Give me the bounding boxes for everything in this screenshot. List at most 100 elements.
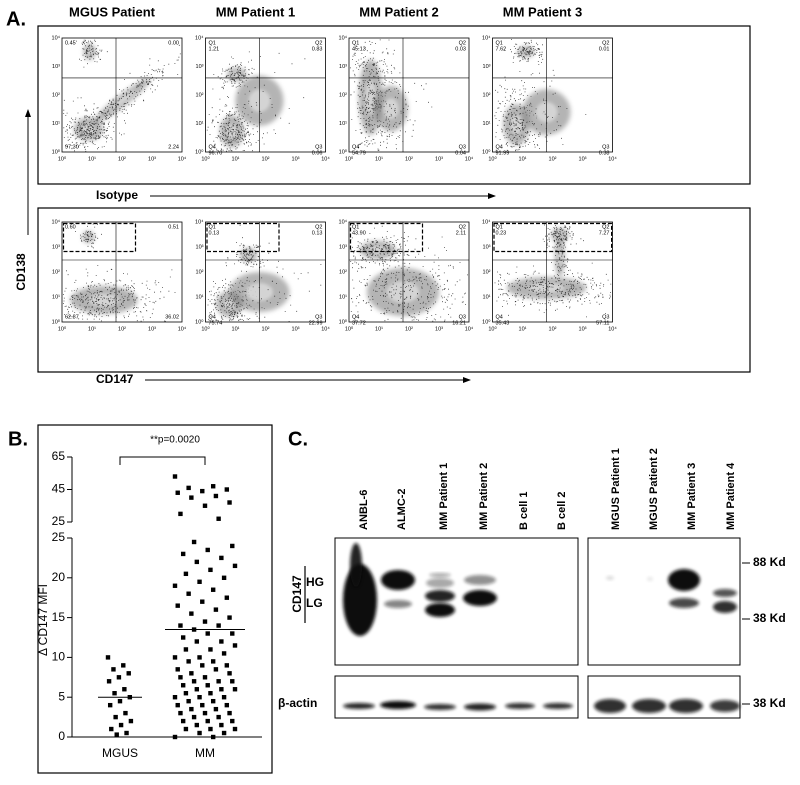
data-point bbox=[213, 667, 219, 672]
quadrant-label: Q1 bbox=[209, 224, 216, 230]
data-point bbox=[232, 643, 238, 648]
data-point bbox=[210, 587, 216, 592]
y-tick-label: 10 bbox=[52, 650, 66, 664]
data-point bbox=[224, 663, 230, 668]
x-axis-label: CD147 bbox=[96, 372, 134, 386]
density-core bbox=[86, 48, 93, 56]
y-tick-label: 10⁰ bbox=[52, 148, 61, 155]
data-point bbox=[189, 671, 194, 676]
event-dots bbox=[546, 227, 569, 304]
significance-bracket bbox=[119, 456, 206, 465]
data-point bbox=[232, 687, 238, 692]
data-point bbox=[205, 631, 210, 636]
gate bbox=[349, 222, 424, 253]
data-point bbox=[189, 495, 194, 500]
x-tick-label: 10¹ bbox=[519, 156, 527, 162]
data-point bbox=[213, 493, 219, 499]
data-point bbox=[227, 671, 232, 676]
x-tick-label: 10³ bbox=[292, 156, 300, 162]
y-tick-label: 0 bbox=[58, 729, 65, 743]
x-tick-label: 10³ bbox=[148, 156, 156, 162]
lane-label: B cell 1 bbox=[518, 491, 530, 530]
quadrant-label: Q4 bbox=[209, 314, 216, 320]
x-tick-label: MGUS bbox=[102, 746, 138, 760]
data-point bbox=[208, 691, 213, 696]
y-tick-label: 10¹ bbox=[196, 121, 204, 127]
y-tick-label: 10² bbox=[52, 269, 60, 275]
event-dots bbox=[225, 237, 270, 272]
band bbox=[594, 699, 626, 713]
quadrant-value: 37.72 bbox=[352, 320, 366, 326]
band bbox=[350, 543, 362, 587]
quadrant-label: Q4 bbox=[209, 144, 216, 150]
quadrant-label: Q2 bbox=[459, 40, 466, 46]
data-point bbox=[208, 726, 213, 732]
data-point bbox=[194, 687, 200, 692]
data-point bbox=[191, 714, 197, 720]
data-point bbox=[202, 710, 208, 716]
band bbox=[606, 576, 614, 580]
data-point bbox=[123, 710, 128, 716]
data-point bbox=[116, 675, 122, 680]
gate bbox=[493, 222, 613, 253]
x-tick-label: 10¹ bbox=[88, 326, 96, 332]
x-tick-label: 10² bbox=[405, 156, 413, 162]
band-label: LG bbox=[306, 596, 323, 610]
y-tick-label: 10¹ bbox=[339, 121, 347, 127]
x-tick-label: 10⁴ bbox=[465, 155, 474, 162]
y-tick-label: 45 bbox=[52, 482, 66, 496]
data-point bbox=[172, 474, 178, 479]
size-marker: 38 Kd bbox=[753, 611, 786, 625]
blot-frame bbox=[334, 675, 579, 719]
y-tick-label: 10⁴ bbox=[482, 34, 491, 41]
y-tick-label: 10³ bbox=[52, 244, 60, 250]
data-point bbox=[221, 695, 227, 700]
protein-label: CD147 bbox=[290, 575, 304, 613]
quadrant-value: 0.01 bbox=[599, 46, 610, 52]
density-core bbox=[226, 124, 238, 139]
lane-label: ALMC-2 bbox=[396, 488, 408, 530]
y-tick-label: 10⁴ bbox=[52, 34, 61, 41]
y-tick-label: 25 bbox=[52, 530, 66, 544]
quadrant-value: 97.30 bbox=[65, 144, 79, 150]
data-point bbox=[172, 695, 178, 700]
x-tick-label: 10⁰ bbox=[488, 155, 497, 162]
x-tick-label: 10³ bbox=[435, 326, 443, 332]
band bbox=[543, 703, 573, 709]
data-point bbox=[221, 651, 227, 656]
data-point bbox=[208, 647, 213, 652]
density-core bbox=[510, 115, 523, 134]
plot-frame bbox=[492, 221, 613, 323]
band bbox=[647, 577, 653, 581]
size-marker: 38 Kd bbox=[753, 696, 786, 710]
x-tick-label: 10¹ bbox=[375, 326, 383, 332]
quadrant-value: 0.83 bbox=[312, 46, 323, 52]
y-tick-label: 10⁴ bbox=[52, 218, 61, 225]
data-point bbox=[186, 591, 191, 596]
lane-label: MM Patient 1 bbox=[438, 463, 450, 530]
quadrant-value: 62.87 bbox=[65, 314, 79, 320]
y-tick-label: 10⁰ bbox=[339, 318, 348, 325]
x-tick-label: 10⁴ bbox=[321, 325, 330, 332]
y-tick-label: 10² bbox=[52, 92, 60, 98]
x-tick-label: 10⁴ bbox=[608, 155, 617, 162]
quadrant-value: 43.90 bbox=[352, 230, 366, 236]
quadrant-value: 0.38 bbox=[599, 150, 610, 156]
data-point bbox=[219, 722, 224, 728]
x-tick-label: 10³ bbox=[579, 326, 587, 332]
x-tick-label: 10¹ bbox=[375, 156, 383, 162]
data-point bbox=[216, 516, 221, 521]
data-point bbox=[175, 667, 180, 672]
y-axis-label: Δ CD147 MFI bbox=[36, 584, 50, 656]
band-label: HG bbox=[306, 575, 324, 589]
data-point bbox=[121, 663, 126, 668]
quadrant-value: 2.24 bbox=[168, 144, 179, 150]
x-tick-label: 10³ bbox=[148, 326, 156, 332]
x-tick-label: 10² bbox=[405, 326, 413, 332]
y-tick-label: 10² bbox=[483, 269, 491, 275]
band bbox=[632, 699, 666, 713]
x-tick-label: 10² bbox=[262, 156, 270, 162]
data-point bbox=[111, 667, 116, 672]
y-tick-label: 10³ bbox=[483, 64, 491, 70]
